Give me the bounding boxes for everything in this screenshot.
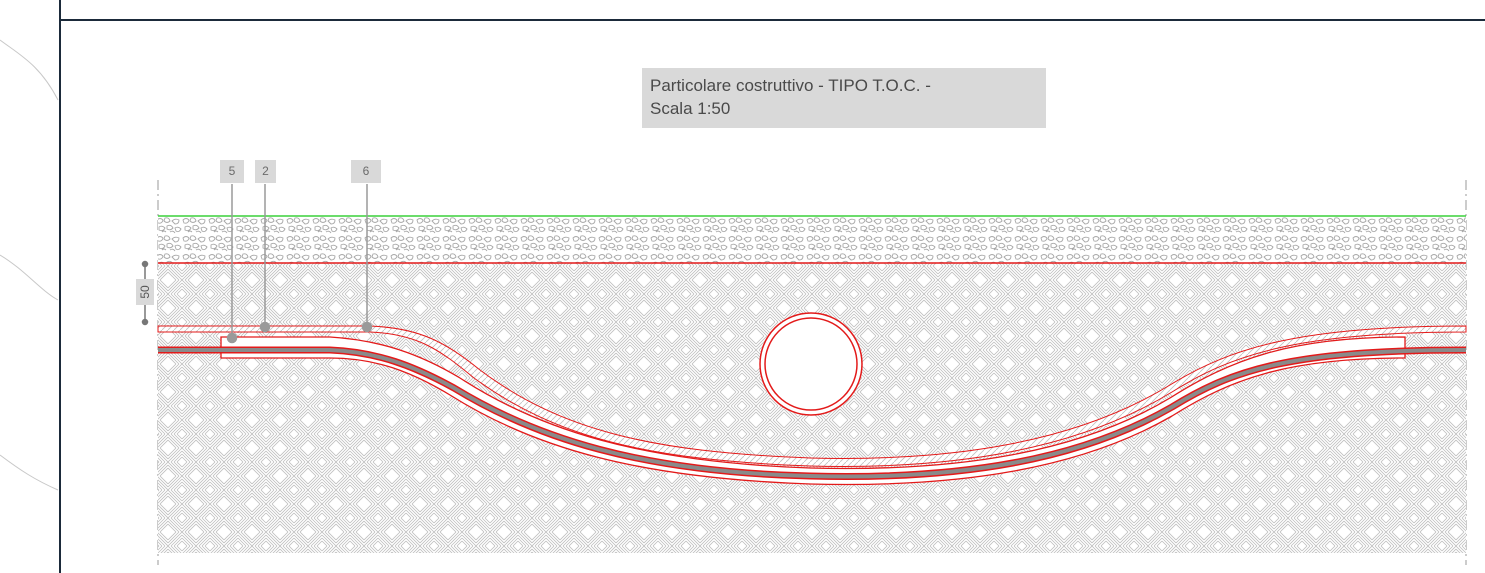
title-line-2: Scala 1:50	[650, 99, 731, 118]
callout-tag-2: 2	[255, 160, 276, 183]
pipe-core-fill	[158, 348, 1467, 479]
drawing-frame	[59, 0, 1485, 573]
dimension-label: 50	[136, 279, 154, 305]
title-line-1: Particolare costruttivo - TIPO T.O.C. -	[650, 76, 931, 95]
callout-tag-6: 6	[351, 160, 381, 183]
protection-band	[157, 325, 1467, 467]
gravel-layer	[158, 216, 1466, 263]
dimension-value: 50	[138, 285, 152, 299]
drawing-title: Particolare costruttivo - TIPO T.O.C. - …	[642, 68, 1046, 128]
existing-pipe-circle	[759, 312, 863, 416]
margin-contour-lines	[0, 39, 59, 491]
callout-leaders	[226, 184, 373, 344]
callout-tag-5: 5	[220, 160, 244, 183]
